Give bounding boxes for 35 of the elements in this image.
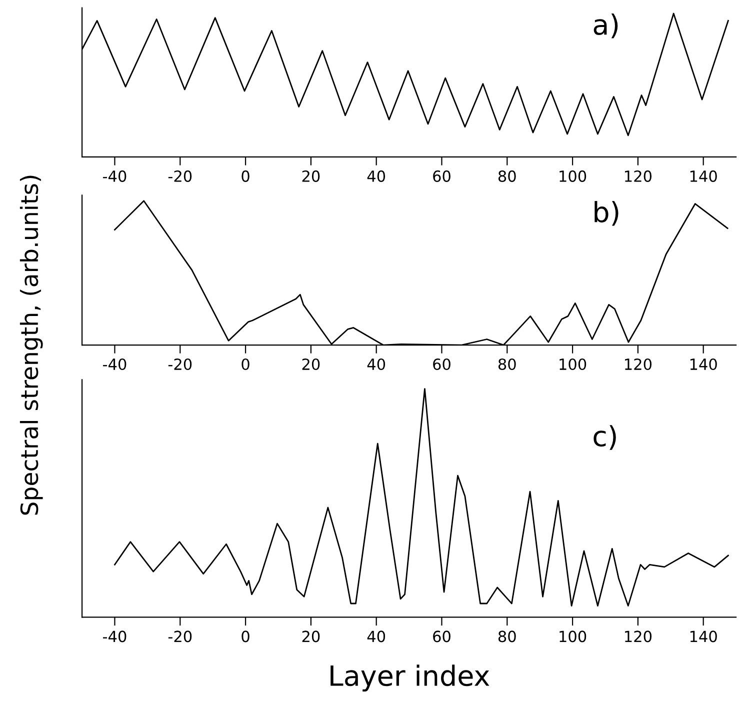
x-tick-label: 20 — [302, 358, 320, 370]
x-tick-label: 140 — [690, 170, 717, 182]
y-axis-title: Spectral strength, (arb.units) — [20, 176, 43, 515]
x-tick-label: -20 — [168, 170, 192, 182]
annotation: c) — [594, 425, 616, 450]
x-axis-title: Layer index — [330, 664, 490, 692]
x-tick-label: 100 — [560, 170, 586, 182]
x-tick-label: 0 — [242, 170, 250, 182]
annotation: b) — [594, 201, 618, 226]
x-tick-label: 100 — [560, 630, 586, 642]
x-tick-label: 60 — [433, 630, 450, 642]
x-tick-label: 80 — [498, 170, 516, 182]
x-tick-label: 40 — [367, 170, 386, 182]
x-tick-label: 20 — [302, 630, 320, 642]
x-tick-label: 140 — [690, 630, 717, 642]
annotation: a) — [594, 14, 618, 38]
x-tick-label: 20 — [302, 170, 320, 182]
x-tick-label: 60 — [433, 358, 450, 370]
x-tick-label: 100 — [560, 358, 586, 370]
x-tick-label: 40 — [367, 630, 386, 642]
x-tick-label: 120 — [625, 630, 652, 642]
x-tick-label: 80 — [498, 630, 516, 642]
x-tick-label: 40 — [367, 358, 386, 370]
x-tick-label: 120 — [625, 358, 652, 370]
x-tick-label: 140 — [690, 358, 717, 370]
x-tick-label: 0 — [242, 358, 250, 370]
x-tick-label: -40 — [103, 630, 126, 642]
x-tick-label: -40 — [103, 358, 126, 370]
x-tick-label: 120 — [625, 170, 652, 182]
x-tick-label: -20 — [168, 630, 192, 642]
x-tick-label: 0 — [242, 630, 250, 642]
x-tick-label: 80 — [498, 358, 516, 370]
x-tick-label: 60 — [433, 170, 450, 182]
x-tick-label: -20 — [168, 358, 192, 370]
x-tick-label: -40 — [103, 170, 126, 182]
